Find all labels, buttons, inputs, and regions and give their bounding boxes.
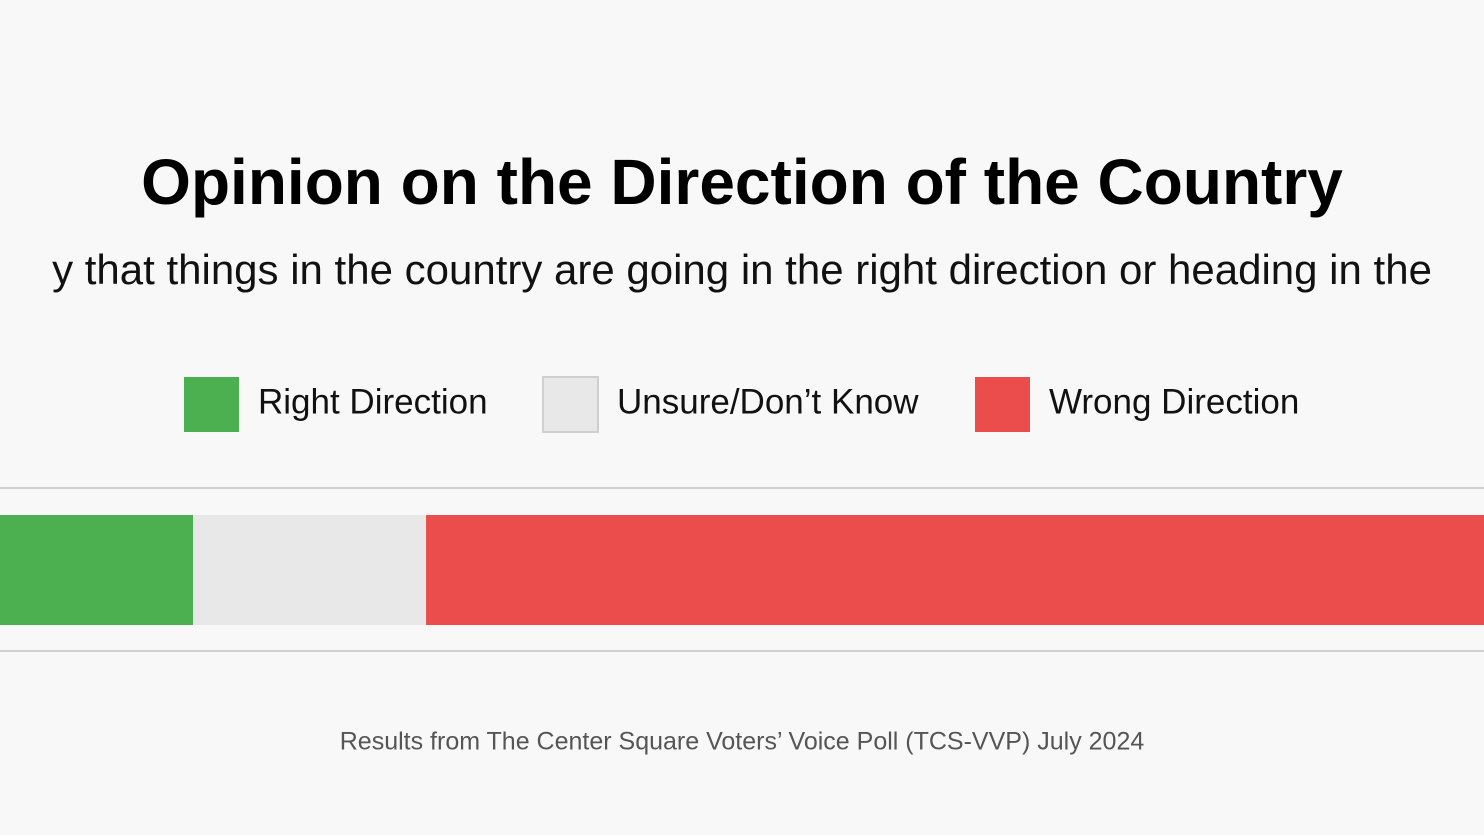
bar-segment xyxy=(193,515,427,625)
chart-title: Opinion on the Direction of the Country xyxy=(141,146,1343,218)
legend-swatch xyxy=(542,376,599,433)
legend-swatch xyxy=(184,377,239,432)
legend-label: Unsure/Don’t Know xyxy=(617,382,919,421)
footer-note: Results from The Center Square Voters’ V… xyxy=(340,728,1145,756)
chart-subtitle: y that things in the country are going i… xyxy=(52,246,1432,293)
bar-segment xyxy=(0,515,194,625)
legend-label: Right Direction xyxy=(258,382,488,421)
legend-swatch xyxy=(975,377,1030,432)
legend-label: Wrong Direction xyxy=(1049,382,1299,421)
bar-segment xyxy=(426,515,1484,625)
